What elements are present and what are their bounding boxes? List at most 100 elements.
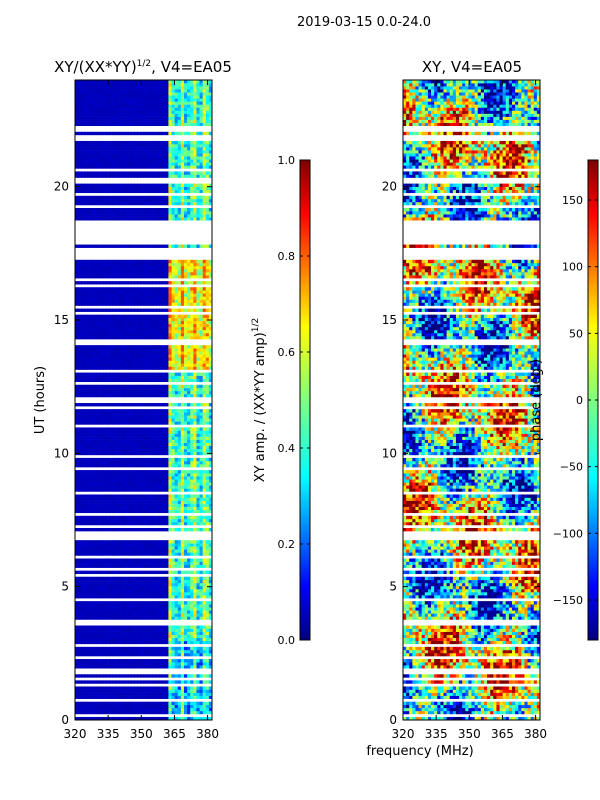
amp-ratio-cell — [106, 445, 110, 450]
amp-ratio-cell — [149, 421, 154, 425]
amp-ratio-cell — [87, 476, 92, 480]
amp-ratio-cell — [174, 336, 179, 340]
amp-ratio-cell — [109, 448, 113, 453]
amp-ratio-cell — [112, 360, 117, 364]
amp-ratio-cell — [121, 351, 126, 355]
amp-ratio-cell — [118, 509, 123, 514]
amp-ratio-cell — [193, 506, 198, 511]
amp-ratio-cell — [84, 576, 89, 581]
amp-ratio-cell — [165, 710, 170, 715]
amp-ratio-cell — [112, 561, 117, 565]
amp-ratio-cell — [152, 579, 157, 584]
amp-ratio-cell — [183, 360, 188, 364]
amp-ratio-cell — [199, 357, 204, 361]
amp-ratio-cell — [90, 640, 95, 645]
amp-ratio-cell — [193, 275, 198, 279]
amp-ratio-cell — [205, 351, 210, 355]
amp-ratio-cell — [81, 634, 85, 639]
amp-ratio-cell — [149, 390, 154, 395]
amp-ratio-cell — [87, 348, 92, 352]
amp-ratio-cell — [140, 439, 145, 443]
amp-ratio-cell — [81, 442, 85, 447]
amp-ratio-cell — [202, 387, 207, 392]
amp-ratio-cell — [183, 704, 188, 709]
amp-ratio-cell — [140, 576, 145, 581]
amp-ratio-cell — [199, 293, 204, 297]
amp-ratio-cell — [196, 418, 201, 422]
amp-ratio-cell — [205, 281, 210, 285]
amp-ratio-cell — [87, 689, 92, 693]
amp-ratio-cell — [75, 390, 79, 395]
amp-ratio-cell — [143, 582, 148, 587]
amp-ratio-cell — [103, 290, 107, 294]
amp-ratio-cell — [165, 509, 170, 514]
amp-ratio-cell — [78, 652, 82, 657]
amp-ratio-cell — [146, 433, 151, 437]
amp-ratio-cell — [96, 326, 101, 331]
amp-ratio-cell — [99, 588, 104, 593]
amp-ratio-cell — [199, 378, 204, 383]
amp-ratio-cell — [134, 360, 138, 364]
amp-ratio-cell — [199, 457, 204, 462]
amp-ratio-cell — [131, 552, 135, 556]
amp-ratio-cell — [165, 707, 170, 712]
amp-ratio-cell — [134, 665, 138, 669]
amp-ratio-cell — [93, 552, 98, 556]
amp-ratio-cell — [199, 707, 204, 712]
amp-ratio-cell — [127, 689, 132, 693]
amp-ratio-cell — [152, 329, 157, 334]
amp-ratio-cell — [165, 351, 170, 355]
amp-ratio-cell — [121, 707, 126, 712]
amp-ratio-cell — [109, 628, 113, 632]
amp-ratio-cell — [75, 710, 79, 715]
amp-ratio-cell — [196, 299, 201, 303]
amp-ratio-cell — [174, 628, 179, 632]
amp-ratio-cell — [90, 710, 95, 715]
amp-ratio-cell — [165, 403, 170, 407]
amp-ratio-cell — [190, 433, 194, 437]
amp-ratio-cell — [96, 412, 101, 416]
amp-ratio-cell — [159, 320, 163, 325]
amp-ratio-cell — [106, 494, 110, 498]
amp-ratio-cell — [193, 476, 198, 480]
amp-ratio-cell — [155, 659, 160, 663]
amp-ratio-cell — [118, 436, 123, 440]
amp-ratio-cell — [93, 634, 98, 639]
amp-ratio-cell — [187, 363, 191, 367]
amp-ratio-cell — [171, 457, 176, 462]
amp-ratio-cell — [193, 695, 198, 699]
amp-ratio-cell — [127, 448, 132, 453]
amp-ratio-cell — [180, 625, 185, 629]
amp-ratio-cell — [140, 436, 145, 440]
amp-ratio-cell — [174, 326, 179, 331]
amp-ratio-cell — [84, 470, 89, 474]
amp-ratio-cell — [99, 509, 104, 514]
amp-ratio-cell — [177, 451, 182, 456]
amp-ratio-cell — [81, 351, 85, 355]
amp-ratio-cell — [199, 479, 204, 483]
amp-ratio-cell — [131, 296, 135, 300]
amp-ratio-cell — [202, 375, 207, 379]
amp-ratio-cell — [137, 329, 141, 334]
amp-ratio-cell — [90, 479, 95, 483]
amp-ratio-cell — [208, 363, 212, 367]
amp-ratio-cell — [124, 345, 129, 349]
amp-ratio-cell — [112, 332, 117, 337]
amp-ratio-cell — [90, 326, 95, 331]
amp-ratio-cell — [81, 528, 85, 532]
amp-ratio-cell — [155, 497, 160, 501]
amp-ratio-cell — [87, 464, 92, 468]
amp-ratio-cell — [196, 601, 201, 605]
amp-ratio-cell — [196, 704, 201, 709]
amp-ratio-cell — [208, 494, 212, 498]
amp-ratio-cell — [127, 662, 132, 666]
amp-ratio-cell — [112, 430, 117, 434]
amp-ratio-cell — [143, 360, 148, 364]
amp-ratio-cell — [202, 351, 207, 355]
amp-ratio-cell — [134, 640, 138, 645]
amp-ratio-cell — [115, 552, 120, 556]
amp-ratio-cell — [208, 332, 212, 337]
amp-ratio-cell — [143, 701, 148, 706]
amp-ratio-cell — [106, 320, 110, 325]
amp-ratio-cell — [205, 601, 210, 605]
